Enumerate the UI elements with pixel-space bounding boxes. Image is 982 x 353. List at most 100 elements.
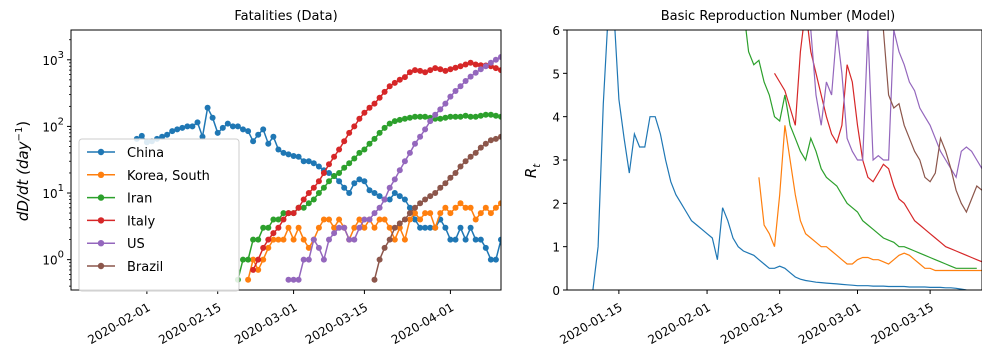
data-point [396, 220, 403, 227]
data-point [422, 196, 429, 203]
data-point [452, 204, 459, 211]
data-point [442, 100, 449, 107]
data-point [498, 133, 501, 140]
data-point [422, 126, 429, 133]
data-point [280, 236, 287, 243]
data-point [472, 149, 479, 156]
data-point [432, 111, 439, 118]
data-point [290, 210, 297, 217]
data-point [528, 39, 534, 45]
data-point [406, 216, 413, 223]
data-point [503, 115, 509, 121]
data-point [417, 216, 424, 223]
data-point [406, 114, 413, 121]
data-point [229, 123, 236, 130]
fatalities-chart: Fatalities (Data) 2020-02-01 2020-02-15 20… [14, 9, 534, 347]
data-point [376, 193, 383, 200]
data-point [361, 146, 368, 153]
legend-marker [97, 217, 105, 224]
data-point [219, 124, 226, 131]
data-point [477, 210, 484, 217]
legend-marker [97, 148, 105, 156]
data-point [513, 72, 519, 78]
data-point [260, 244, 267, 251]
data-point [452, 170, 459, 176]
data-point [305, 244, 312, 251]
y-tick-label: 100 [42, 250, 64, 268]
data-point [487, 256, 494, 263]
data-point [310, 196, 317, 203]
data-point [270, 133, 277, 140]
reproduction-x-ticks: 2020-01-15 2020-02-01 2020-02-15 2020-03-01… [557, 290, 936, 347]
data-point [366, 216, 373, 223]
data-point [326, 178, 332, 185]
data-point [518, 43, 524, 49]
data-point [260, 256, 267, 263]
series-iran [234, 111, 509, 283]
data-point [331, 224, 338, 231]
data-point [174, 126, 181, 133]
data-point [391, 236, 398, 243]
data-point [386, 83, 393, 90]
data-point [275, 216, 282, 223]
data-point [492, 65, 499, 72]
data-point [315, 190, 322, 196]
data-point [209, 114, 216, 121]
data-point [381, 216, 388, 223]
data-point [315, 163, 322, 170]
data-point [457, 163, 464, 170]
data-point [457, 224, 464, 231]
x-tick-label: 2020-03-15 [303, 300, 370, 347]
x-tick-label: 2020-02-15 [718, 300, 785, 347]
data-point [432, 190, 439, 196]
data-point [472, 216, 479, 223]
data-point [442, 114, 449, 121]
data-point [447, 113, 454, 120]
data-point [482, 140, 489, 147]
data-point [477, 66, 484, 73]
data-point [498, 236, 501, 243]
data-point [412, 216, 418, 223]
data-point [503, 210, 509, 216]
data-point [452, 236, 459, 243]
data-point [250, 236, 257, 243]
data-point [270, 236, 277, 243]
data-point [189, 123, 196, 130]
data-point [508, 72, 514, 78]
data-point [260, 224, 267, 231]
data-point [513, 123, 519, 129]
data-point [255, 266, 262, 273]
data-point [482, 204, 489, 211]
data-point [320, 184, 327, 191]
data-point [326, 161, 332, 168]
rt-series-brazil [882, 30, 982, 214]
data-point [371, 135, 378, 142]
data-point [492, 135, 499, 142]
data-point [366, 140, 373, 147]
data-point [361, 224, 368, 231]
data-point [315, 224, 322, 231]
legend-item: US [87, 237, 145, 252]
data-point [452, 64, 459, 71]
data-point [376, 216, 383, 223]
data-point [406, 204, 413, 211]
data-point [300, 256, 307, 263]
data-point [320, 256, 327, 263]
data-point [462, 236, 469, 243]
data-point [472, 61, 479, 68]
data-point [336, 146, 343, 153]
data-point [315, 178, 322, 185]
data-point [503, 132, 509, 138]
data-point [376, 204, 383, 211]
data-point [523, 41, 529, 47]
data-point [427, 224, 434, 231]
data-point [346, 129, 353, 136]
y-tick-label: 0 [552, 284, 560, 298]
data-point [396, 193, 403, 200]
data-point [523, 117, 529, 123]
data-point [300, 204, 307, 211]
data-point [341, 138, 348, 145]
data-point [336, 224, 343, 231]
data-point [326, 236, 332, 243]
data-point [401, 196, 408, 203]
